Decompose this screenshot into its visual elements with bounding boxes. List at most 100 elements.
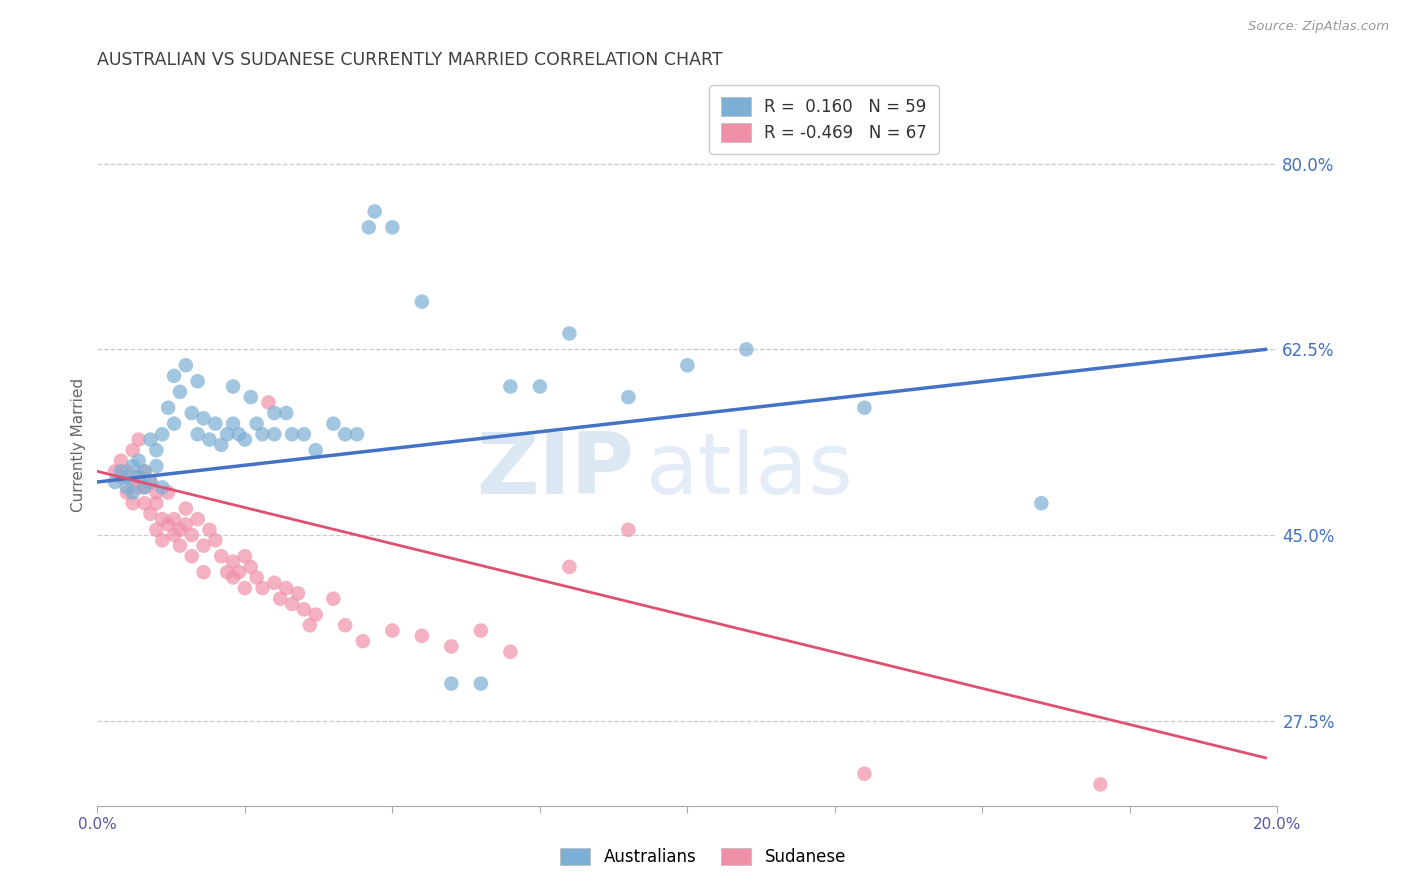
Point — [209, 549, 232, 564]
Point — [145, 485, 167, 500]
Point — [276, 406, 298, 420]
Point — [381, 624, 404, 638]
Point — [193, 411, 215, 425]
Point — [239, 560, 262, 574]
Text: AUSTRALIAN VS SUDANESE CURRENTLY MARRIED CORRELATION CHART: AUSTRALIAN VS SUDANESE CURRENTLY MARRIED… — [97, 51, 723, 69]
Point — [322, 417, 344, 431]
Point — [298, 618, 321, 632]
Point — [163, 368, 186, 383]
Point — [121, 443, 143, 458]
Point — [617, 523, 640, 537]
Legend: R =  0.160   N = 59, R = -0.469   N = 67: R = 0.160 N = 59, R = -0.469 N = 67 — [709, 86, 939, 153]
Point — [150, 533, 173, 548]
Point — [322, 591, 344, 606]
Point — [198, 523, 221, 537]
Point — [163, 512, 186, 526]
Point — [252, 427, 274, 442]
Point — [257, 395, 280, 409]
Point — [121, 496, 143, 510]
Point — [853, 401, 876, 415]
Point — [233, 581, 256, 595]
Point — [263, 427, 285, 442]
Point — [134, 496, 156, 510]
Point — [139, 507, 162, 521]
Point — [187, 512, 209, 526]
Point — [174, 517, 197, 532]
Legend: Australians, Sudanese: Australians, Sudanese — [554, 841, 852, 873]
Point — [292, 427, 315, 442]
Point — [246, 417, 269, 431]
Point — [735, 343, 758, 357]
Point — [263, 406, 285, 420]
Point — [222, 570, 245, 584]
Point — [134, 464, 156, 478]
Point — [411, 629, 433, 643]
Point — [157, 517, 180, 532]
Point — [558, 560, 581, 574]
Point — [150, 480, 173, 494]
Point — [163, 417, 186, 431]
Point — [180, 549, 202, 564]
Point — [217, 427, 239, 442]
Point — [104, 475, 127, 489]
Point — [246, 570, 269, 584]
Point — [139, 433, 162, 447]
Point — [115, 485, 138, 500]
Point — [128, 454, 150, 468]
Point — [440, 676, 463, 690]
Point — [110, 464, 132, 478]
Point — [121, 485, 143, 500]
Point — [128, 433, 150, 447]
Point — [363, 204, 385, 219]
Point — [169, 384, 191, 399]
Point — [198, 433, 221, 447]
Point — [333, 427, 356, 442]
Point — [411, 294, 433, 309]
Point — [558, 326, 581, 341]
Point — [529, 379, 551, 393]
Point — [281, 427, 304, 442]
Point — [676, 359, 699, 373]
Point — [269, 591, 291, 606]
Point — [193, 539, 215, 553]
Point — [128, 469, 150, 483]
Point — [381, 220, 404, 235]
Point — [150, 427, 173, 442]
Point — [440, 640, 463, 654]
Point — [470, 676, 492, 690]
Point — [357, 220, 380, 235]
Point — [169, 523, 191, 537]
Point — [134, 464, 156, 478]
Point — [228, 565, 250, 579]
Point — [276, 581, 298, 595]
Point — [110, 469, 132, 483]
Point — [217, 565, 239, 579]
Point — [121, 475, 143, 489]
Point — [180, 528, 202, 542]
Point — [470, 624, 492, 638]
Point — [150, 512, 173, 526]
Point — [352, 634, 374, 648]
Point — [174, 501, 197, 516]
Point — [157, 401, 180, 415]
Point — [222, 555, 245, 569]
Point — [287, 586, 309, 600]
Point — [180, 406, 202, 420]
Point — [115, 469, 138, 483]
Point — [204, 417, 226, 431]
Point — [499, 379, 522, 393]
Point — [305, 443, 328, 458]
Point — [121, 459, 143, 474]
Point — [115, 464, 138, 478]
Text: ZIP: ZIP — [477, 429, 634, 512]
Point — [169, 539, 191, 553]
Point — [163, 528, 186, 542]
Text: Source: ZipAtlas.com: Source: ZipAtlas.com — [1249, 20, 1389, 33]
Point — [174, 359, 197, 373]
Point — [252, 581, 274, 595]
Point — [222, 417, 245, 431]
Point — [187, 374, 209, 388]
Point — [193, 565, 215, 579]
Point — [139, 475, 162, 489]
Point — [346, 427, 368, 442]
